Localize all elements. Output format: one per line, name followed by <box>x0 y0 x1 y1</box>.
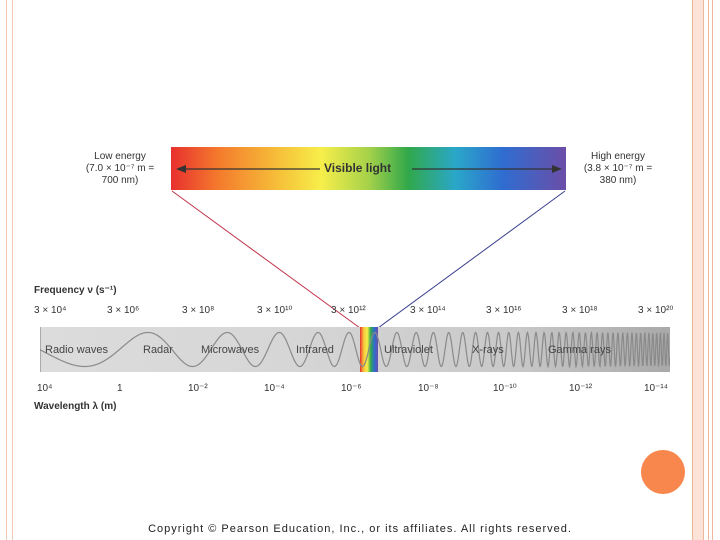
wave-graphic <box>40 327 670 372</box>
right-frame-line <box>708 0 713 540</box>
low-energy-nm: 700 nm) <box>101 175 139 186</box>
wavelength-tick: 10⁻¹⁰ <box>493 383 517 394</box>
freq-tick: 3 × 10⁴ <box>34 305 67 316</box>
frequency-axis-title: Frequency ν (s⁻¹) <box>34 285 117 296</box>
wavelength-tick: 10⁴ <box>37 383 53 394</box>
high-energy-label: High energy (3.8 × 10⁻⁷ m = 380 nm) <box>570 151 666 187</box>
high-energy-nm: 380 nm) <box>599 175 637 186</box>
wavelength-tick: 10⁻⁴ <box>264 383 285 394</box>
wavelength-tick: 10⁻¹⁴ <box>644 383 669 394</box>
low-energy-title: Low energy <box>94 151 146 162</box>
region-infrared: Infrared <box>296 344 334 356</box>
wavelength-tick: 10⁻² <box>188 383 208 394</box>
wavelength-tick: 10⁻⁶ <box>341 383 362 394</box>
arrow-left-head <box>176 165 186 173</box>
freq-tick: 3 × 10¹⁶ <box>486 305 522 316</box>
leader-line-left <box>171 190 361 329</box>
freq-tick: 3 × 10¹² <box>331 305 366 316</box>
wavelength-tick: 1 <box>117 383 123 394</box>
high-energy-title: High energy <box>591 151 645 162</box>
region-radar: Radar <box>143 344 173 356</box>
freq-tick: 3 × 10⁸ <box>182 305 215 316</box>
freq-tick: 3 × 10⁶ <box>107 305 140 316</box>
orange-circle-decoration <box>641 450 685 494</box>
low-energy-wavelength: (7.0 × 10⁻⁷ m = <box>85 163 155 174</box>
left-frame-decoration <box>6 0 13 540</box>
region-radio-waves: Radio waves <box>45 344 108 356</box>
wavelength-axis-title: Wavelength λ (m) <box>34 401 117 412</box>
wave-path <box>40 330 670 369</box>
leader-line-right <box>377 190 566 329</box>
arrow-right-head <box>552 165 562 173</box>
wavelength-tick: 10⁻¹² <box>569 383 593 394</box>
freq-tick: 3 × 10¹⁸ <box>562 305 598 316</box>
wavelength-tick: 10⁻⁸ <box>418 383 439 394</box>
copyright-notice: Copyright © Pearson Education, Inc., or … <box>148 523 572 535</box>
freq-tick: 3 × 10¹⁴ <box>410 305 446 316</box>
high-energy-wavelength: (3.8 × 10⁻⁷ m = <box>583 163 653 174</box>
freq-tick: 3 × 10¹⁰ <box>257 305 293 316</box>
region-x-rays: X-rays <box>472 344 504 356</box>
right-frame-decoration <box>692 0 704 540</box>
region-microwaves: Microwaves <box>201 344 260 356</box>
region-ultraviolet: Ultraviolet <box>384 344 433 356</box>
region-gamma-rays: Gamma rays <box>548 344 611 356</box>
visible-light-label: Visible light <box>324 161 392 175</box>
freq-tick: 3 × 10²⁰ <box>638 305 674 316</box>
low-energy-label: Low energy (7.0 × 10⁻⁷ m = 700 nm) <box>72 151 168 187</box>
